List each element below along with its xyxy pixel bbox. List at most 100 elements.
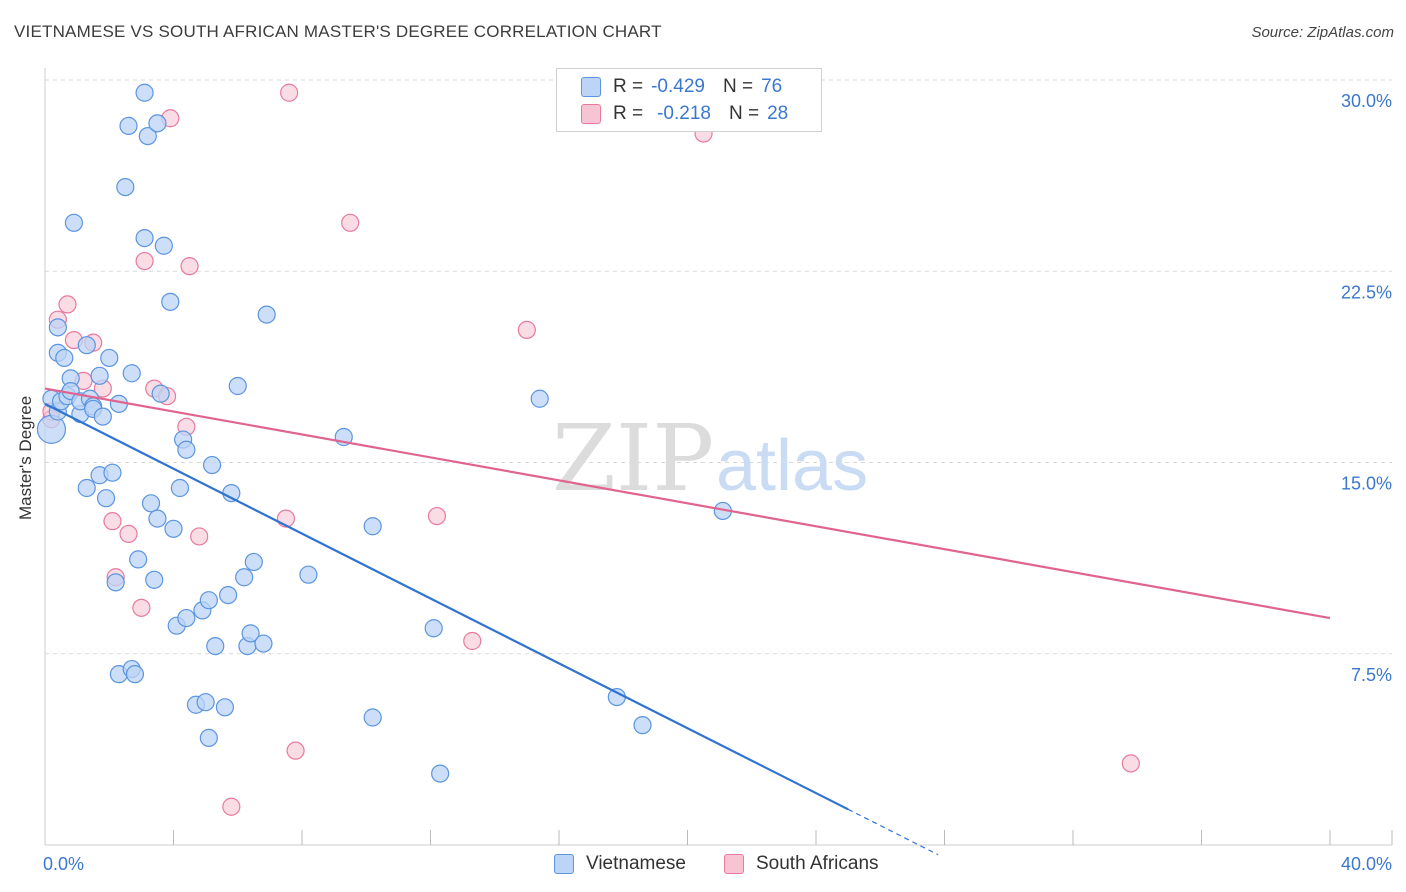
vietnamese-point <box>148 114 167 133</box>
vietnamese-point <box>244 552 263 572</box>
vietnamese-point <box>254 634 273 653</box>
south-africans-point <box>103 512 122 531</box>
source-attribution: Source: ZipAtlas.com <box>1251 24 1394 41</box>
vietnamese-point <box>177 440 196 459</box>
vietnamese-point <box>116 178 135 197</box>
vietnamese-point <box>125 665 145 684</box>
vietnamese-point <box>299 565 318 584</box>
vietnamese-trend-line <box>44 402 849 811</box>
south-africans-legend-swatch <box>724 854 744 874</box>
vietnamese-point <box>228 376 247 396</box>
vietnamese-point <box>151 384 170 403</box>
legend-label: South Africans <box>756 853 879 874</box>
watermark-atlas: atlas <box>716 426 868 506</box>
legend-item-south-africans[interactable]: South Africans <box>724 852 879 876</box>
axes <box>44 68 1393 846</box>
south-africans-point <box>135 251 154 271</box>
legend-label: Vietnamese <box>586 853 686 874</box>
vietnamese-point <box>424 619 443 638</box>
vietnamese-point <box>106 573 125 592</box>
south-africans-point <box>341 213 360 232</box>
vietnamese-point <box>257 305 276 324</box>
south-africans-point <box>427 506 447 526</box>
vietnamese-point <box>363 708 382 727</box>
n-label: N = <box>728 103 760 124</box>
vietnamese-point <box>154 236 173 255</box>
vietnamese-point <box>138 127 157 146</box>
vietnamese-point <box>135 83 154 102</box>
vietnamese-point <box>607 687 626 707</box>
n-value: 76 <box>761 76 783 97</box>
south-africans-point <box>280 83 299 102</box>
vietnamese-point <box>219 585 238 605</box>
south-africans-point <box>286 741 305 760</box>
vietnamese-point <box>55 348 74 368</box>
vietnamese-point <box>363 517 382 536</box>
y-axis-title: Master's Degree <box>16 395 35 520</box>
south-africans-point <box>222 797 241 816</box>
vietnamese-point <box>135 229 154 248</box>
vietnamese-point <box>202 455 222 475</box>
vietnamese-point <box>93 407 112 426</box>
vietnamese-point <box>199 728 218 748</box>
vietnamese-trend-extension <box>847 808 939 856</box>
vietnamese-point <box>161 292 180 311</box>
vietnamese-point <box>164 519 183 538</box>
vietnamese-point <box>206 636 225 656</box>
vietnamese-point <box>100 348 119 368</box>
vietnamese-point <box>145 570 164 589</box>
y-tick-label: 15.0% <box>1341 474 1392 494</box>
watermark: ZIP atlas <box>552 405 868 512</box>
vietnamese-point <box>77 478 96 498</box>
south-africans-point <box>58 295 77 314</box>
vietnamese-point <box>122 364 141 383</box>
vietnamese-point <box>48 318 67 337</box>
watermark-zip: ZIP <box>552 405 714 512</box>
vietnamese-point <box>77 336 96 355</box>
gridlines <box>45 79 1392 655</box>
trend-lines <box>44 387 1331 856</box>
vietnamese-point <box>64 213 84 232</box>
south-africans-point <box>463 631 482 651</box>
south-africans-point <box>119 524 138 544</box>
vietnamese-legend-swatch <box>554 854 574 874</box>
south-africans-point <box>180 257 199 276</box>
vietnamese-point <box>215 698 234 717</box>
vietnamese-point <box>119 116 138 136</box>
r-value: -0.429 <box>651 76 705 97</box>
south-africans-point <box>517 320 536 339</box>
n-label: N = <box>722 76 754 97</box>
r-label: R = <box>613 76 644 97</box>
vietnamese-point <box>170 478 190 498</box>
r-value: -0.218 <box>657 103 711 124</box>
stats-row-south-africans: R = -0.218 N = 28 <box>581 102 788 126</box>
x-tick-label: 0.0% <box>43 854 84 874</box>
south-africans-trend-line <box>44 387 1331 620</box>
vietnamese-point <box>177 608 196 628</box>
vietnamese-swatch <box>581 77 601 97</box>
south-africans-swatch <box>581 104 601 124</box>
legend-item-vietnamese[interactable]: Vietnamese <box>554 852 686 876</box>
tick-labels: 7.5% 15.0% 22.5% 30.0% 0.0% 40.0% <box>43 91 1392 874</box>
vietnamese-point <box>235 568 254 587</box>
n-value: 28 <box>767 103 789 124</box>
south-africans-point <box>190 527 209 546</box>
vietnamese-point <box>129 550 148 569</box>
x-tick-label: 40.0% <box>1341 854 1392 874</box>
r-label: R = <box>613 103 644 124</box>
vietnamese-point <box>141 494 161 513</box>
vietnamese-point <box>530 389 549 408</box>
south-africans-point <box>132 598 151 617</box>
vietnamese-point <box>196 693 215 712</box>
chart-title: VIETNAMESE VS SOUTH AFRICAN MASTER'S DEG… <box>14 22 662 41</box>
vietnamese-points <box>36 83 732 783</box>
south-africans-point <box>1121 754 1140 773</box>
y-tick-label: 22.5% <box>1341 282 1392 302</box>
vietnamese-point <box>103 463 122 482</box>
stats-legend: R = -0.429 N = 76 R = -0.218 N = 28 <box>556 68 822 132</box>
stats-row-vietnamese: R = -0.429 N = 76 <box>581 75 782 99</box>
vietnamese-point <box>199 591 218 610</box>
vietnamese-point <box>96 489 116 508</box>
vietnamese-point <box>431 764 450 783</box>
